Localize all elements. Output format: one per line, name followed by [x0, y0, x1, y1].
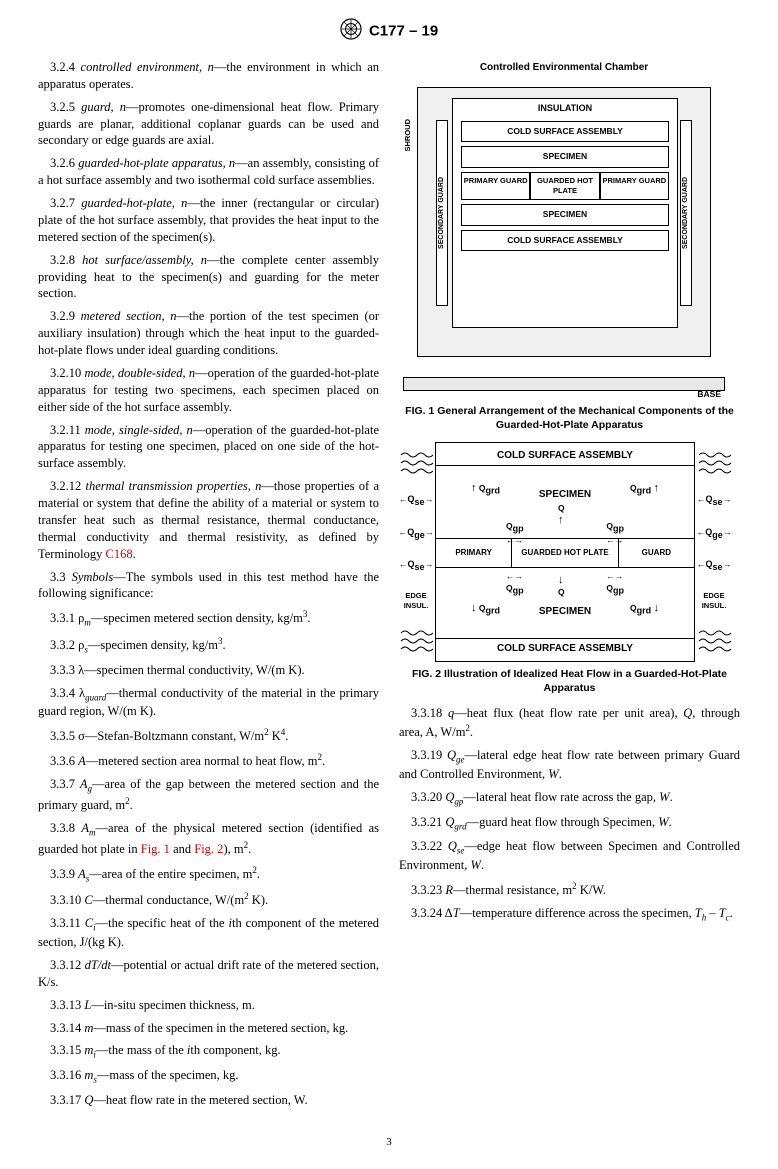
- definition-3.2.8: 3.2.8 hot surface/assembly, n—the comple…: [38, 252, 379, 303]
- left-column: 3.2.4 controlled environment, n—the envi…: [38, 59, 379, 1115]
- symbol-3.3.9: 3.3.9 As—area of the entire specimen, m2…: [38, 864, 379, 885]
- symbol-3.3.8: 3.3.8 Am—area of the physical metered se…: [38, 820, 379, 858]
- fig1-cold-top: COLD SURFACE ASSEMBLY: [461, 121, 669, 142]
- fig2-guard: GUARD: [619, 539, 694, 567]
- symbol-3.3.1: 3.3.1 ρm—specimen metered section densit…: [38, 608, 379, 629]
- fig1-base: BASE: [399, 369, 729, 399]
- wavy-icon: [697, 629, 731, 653]
- symbol-3.3.22: 3.3.22 Qse—edge heat flow between Specim…: [399, 838, 740, 874]
- fig1-chamber-label: Controlled Environmental Chamber: [399, 59, 729, 75]
- fig2-edge-left: ←Qse→ ←Qge→ ←Qse→ EDGE INSUL.: [399, 442, 433, 662]
- fig2-hot-row: PRIMARY GUARDED HOT PLATE GUARD: [436, 538, 694, 568]
- symbol-3.3.20: 3.3.20 Qgp—lateral heat flow rate across…: [399, 789, 740, 808]
- fig2-cold-bottom: COLD SURFACE ASSEMBLY: [436, 642, 694, 656]
- fig1-guarded-hot-plate: GUARDED HOT PLATE: [530, 172, 599, 200]
- fig1-specimen-bottom: SPECIMEN: [461, 204, 669, 225]
- link-fig1[interactable]: Fig. 1: [141, 842, 170, 856]
- fig1-cold-bottom: COLD SURFACE ASSEMBLY: [461, 230, 669, 251]
- astm-logo-icon: [340, 18, 362, 45]
- symbol-3.3.18: 3.3.18 q—heat flux (heat flow rate per u…: [399, 705, 740, 741]
- fig1-primary-guard-right: PRIMARY GUARD: [600, 172, 669, 200]
- definition-3.2.12: 3.2.12 thermal transmission properties, …: [38, 478, 379, 562]
- fig1-shroud-label: SHROUD: [403, 119, 413, 152]
- fig2-core: COLD SURFACE ASSEMBLY SPECIMEN Q↑ ↑ Qgrd…: [435, 442, 695, 662]
- figure-1: Controlled Environmental Chamber SHROUD …: [399, 59, 740, 432]
- fig2-ghp: GUARDED HOT PLATE: [512, 539, 618, 567]
- definition-3.2.7: 3.2.7 guarded-hot-plate, n—the inner (re…: [38, 195, 379, 246]
- right-column: Controlled Environmental Chamber SHROUD …: [399, 59, 740, 1115]
- two-column-layout: 3.2.4 controlled environment, n—the envi…: [38, 59, 740, 1115]
- definition-3.2.11: 3.2.11 mode, single-sided, n—operation o…: [38, 422, 379, 473]
- symbol-3.3.11: 3.3.11 Ci—the specific heat of the ith c…: [38, 915, 379, 951]
- fig1-primary-guard-left: PRIMARY GUARD: [461, 172, 530, 200]
- wavy-icon: [399, 451, 433, 475]
- symbol-3.3.16: 3.3.16 ms—mass of the specimen, kg.: [38, 1067, 379, 1086]
- link-fig2[interactable]: Fig. 2: [194, 842, 223, 856]
- symbol-3.3.15: 3.3.15 mi—the mass of the ith component,…: [38, 1042, 379, 1061]
- symbol-3.3.23: 3.3.23 R—thermal resistance, m2 K/W.: [399, 880, 740, 899]
- fig2-cold-top: COLD SURFACE ASSEMBLY: [436, 449, 694, 463]
- symbol-3.3.10: 3.3.10 C—thermal conductance, W/(m2 K).: [38, 890, 379, 909]
- symbol-3.3.17: 3.3.17 Q—heat flow rate in the metered s…: [38, 1092, 379, 1109]
- wavy-icon: [697, 451, 731, 475]
- definition-3.2.9: 3.2.9 metered section, n—the portion of …: [38, 308, 379, 359]
- standard-number: C177 – 19: [369, 22, 438, 39]
- wavy-icon: [399, 629, 433, 653]
- symbol-3.3.19: 3.3.19 Qge—lateral edge heat flow rate b…: [399, 747, 740, 783]
- fig1-secondary-guard-left: SECONDARY GUARD: [436, 120, 448, 306]
- definition-3.2.5: 3.2.5 guard, n—promotes one-dimensional …: [38, 99, 379, 150]
- fig1-insulation-label: INSULATION: [453, 99, 677, 117]
- symbol-3.3.21: 3.3.21 Qgrd—guard heat flow through Spec…: [399, 814, 740, 833]
- symbol-3.3.24: 3.3.24 ΔT—temperature difference across …: [399, 905, 740, 924]
- figure-2: ←Qse→ ←Qge→ ←Qse→ EDGE INSUL. ←Qse→ ←Qge…: [399, 442, 740, 695]
- definition-3.2.10: 3.2.10 mode, double-sided, n—operation o…: [38, 365, 379, 416]
- page-number: 3: [38, 1135, 740, 1150]
- fig1-secondary-guard-right: SECONDARY GUARD: [680, 120, 692, 306]
- symbol-3.3.5: 3.3.5 σ—Stefan-Boltzmann constant, W/m2 …: [38, 726, 379, 745]
- symbol-3.3.14: 3.3.14 m—mass of the specimen in the met…: [38, 1020, 379, 1037]
- page-header: C177 – 19: [38, 18, 740, 45]
- definition-3.2.4: 3.2.4 controlled environment, n—the envi…: [38, 59, 379, 93]
- section-3.3: 3.3 Symbols—The symbols used in this tes…: [38, 569, 379, 603]
- symbol-3.3.13: 3.3.13 L—in-situ specimen thickness, m.: [38, 997, 379, 1014]
- fig2-primary: PRIMARY: [436, 539, 512, 567]
- fig2-caption: FIG. 2 Illustration of Idealized Heat Fl…: [399, 668, 740, 695]
- fig1-hot-row: PRIMARY GUARD GUARDED HOT PLATE PRIMARY …: [461, 172, 669, 200]
- symbol-3.3.6: 3.3.6 A—metered section area normal to h…: [38, 751, 379, 770]
- symbol-3.3.7: 3.3.7 Ag—area of the gap between the met…: [38, 776, 379, 814]
- fig2-specimen-bottom: SPECIMEN: [436, 605, 694, 619]
- fig2-edge-right: ←Qse→ ←Qge→ ←Qse→ EDGE INSUL.: [697, 442, 731, 662]
- fig1-caption: FIG. 1 General Arrangement of the Mechan…: [399, 405, 740, 432]
- symbol-3.3.3: 3.3.3 λ—specimen thermal conductivity, W…: [38, 662, 379, 679]
- definition-3.2.6: 3.2.6 guarded-hot-plate apparatus, n—an …: [38, 155, 379, 189]
- symbol-3.3.12: 3.3.12 dT/dt—potential or actual drift r…: [38, 957, 379, 991]
- fig1-specimen-top: SPECIMEN: [461, 146, 669, 167]
- link-c168[interactable]: C168: [106, 547, 133, 561]
- symbol-3.3.4: 3.3.4 λguard—thermal conductivity of the…: [38, 685, 379, 721]
- symbol-3.3.2: 3.3.2 ρs—specimen density, kg/m3.: [38, 635, 379, 656]
